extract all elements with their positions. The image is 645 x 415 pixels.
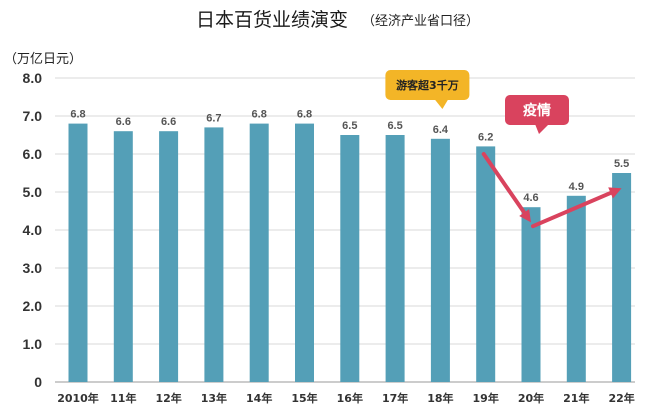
- trend-arrow-head: [608, 187, 622, 199]
- x-tick-label: 2010年: [57, 391, 99, 405]
- y-tick-label: 3.0: [23, 260, 43, 276]
- y-tick-label: 8.0: [23, 70, 43, 86]
- x-tick-label: 20年: [518, 391, 544, 405]
- bar: [113, 131, 133, 382]
- bar: [295, 123, 314, 382]
- data-label: 6.8: [297, 109, 312, 121]
- data-label: 6.8: [70, 109, 85, 121]
- data-labels: 6.8 6.6 6.6 6.7 6.8 6.8 6.5 6.5 6.4 6.2 4.6 4.9 5.5: [70, 109, 629, 205]
- annotation-pointer: [535, 124, 549, 134]
- bars: [68, 123, 632, 383]
- annotation-box: [505, 95, 569, 125]
- bar: [159, 131, 179, 382]
- annotation-text: 游客超3千万: [396, 78, 459, 92]
- y-tick-label: 1.0: [23, 336, 43, 352]
- annotation-box: [385, 70, 470, 100]
- x-tick-label: 21年: [563, 391, 589, 405]
- y-tick-label: 4.0: [23, 222, 43, 238]
- data-label: 6.6: [116, 116, 131, 128]
- trend-arrow-line: [481, 152, 527, 215]
- y-tick-label: 2.0: [23, 298, 43, 314]
- data-label: 5.5: [614, 158, 629, 170]
- bar: [204, 127, 224, 383]
- bar: [430, 138, 450, 382]
- data-label: 6.8: [252, 109, 267, 121]
- x-tick-label: 22年: [608, 391, 634, 405]
- x-tick-label: 19年: [473, 391, 499, 405]
- data-label: 6.4: [433, 124, 449, 136]
- data-label: 6.5: [342, 120, 357, 132]
- data-label: 6.5: [387, 120, 402, 132]
- y-tick-labels: 0 1.0 2.0 3.0 4.0 5.0 6.0 7.0 8.0: [23, 70, 43, 390]
- trend-arrow-line: [531, 190, 613, 229]
- y-tick-label: 6.0: [23, 146, 43, 162]
- bar: [340, 135, 360, 382]
- data-label: 6.2: [478, 131, 493, 143]
- data-label: 4.9: [569, 181, 584, 193]
- bar: [566, 195, 586, 382]
- data-label: 4.6: [523, 192, 538, 204]
- data-label: 6.7: [206, 112, 221, 124]
- data-label: 6.6: [161, 116, 176, 128]
- x-tick-label: 16年: [337, 391, 363, 405]
- y-tick-label: 0: [34, 374, 42, 390]
- x-tick-label: 18年: [427, 391, 453, 405]
- bar: [521, 207, 541, 382]
- x-tick-label: 15年: [291, 391, 317, 405]
- annotation-text: 疫情: [523, 102, 551, 119]
- y-tick-label: 7.0: [23, 108, 43, 124]
- x-tick-label: 12年: [155, 391, 181, 405]
- x-tick-labels: 2010年 11年 12年 13年 14年 15年 16年 17年 18年 19年 20年 21年 22…: [57, 391, 635, 405]
- chart-subtitle: （经济产业省口径）: [362, 14, 479, 29]
- annotation-pointer: [434, 99, 449, 109]
- x-tick-label: 17年: [382, 391, 408, 405]
- y-axis-unit: （万亿日元）: [4, 52, 82, 67]
- bar: [476, 146, 496, 382]
- x-tick-label: 13年: [201, 391, 227, 405]
- bar: [249, 123, 269, 382]
- bar: [385, 135, 405, 382]
- trend-arrow-head: [519, 209, 531, 223]
- bar: [612, 173, 632, 382]
- y-tick-label: 5.0: [23, 184, 43, 200]
- bar: [68, 123, 88, 382]
- chart-title: 日本百货业绩演变: [196, 9, 348, 31]
- x-tick-label: 11年: [110, 391, 136, 405]
- x-tick-label: 14年: [246, 391, 272, 405]
- trend-arrows: [481, 152, 622, 229]
